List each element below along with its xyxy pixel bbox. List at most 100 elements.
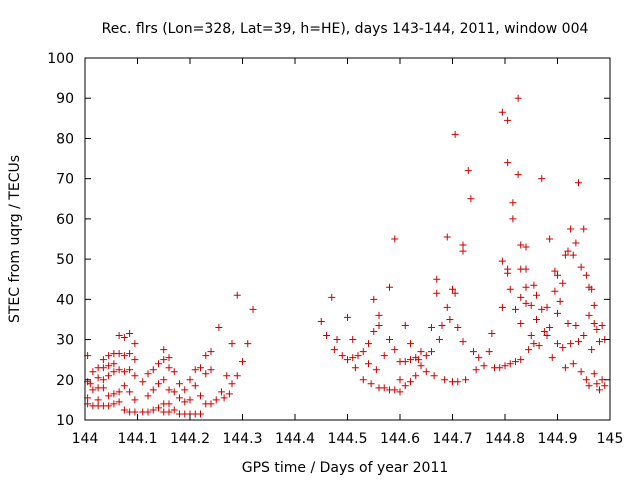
data-point — [538, 175, 546, 183]
data-point — [582, 271, 590, 279]
data-point — [170, 368, 178, 376]
data-point — [527, 332, 535, 340]
data-point — [517, 356, 525, 364]
data-point — [596, 338, 603, 346]
data-point — [543, 303, 551, 311]
data-point — [249, 305, 257, 313]
y-tick-label: 30 — [56, 333, 74, 349]
data-point — [506, 285, 514, 293]
data-point — [359, 376, 367, 384]
data-point — [564, 247, 572, 255]
data-point — [459, 247, 467, 255]
data-point — [412, 372, 420, 380]
data-point — [506, 360, 514, 368]
data-point — [110, 400, 118, 408]
data-point — [351, 364, 359, 372]
data-point — [212, 396, 220, 404]
data-point — [386, 336, 393, 344]
data-point — [120, 406, 128, 414]
x-tick-label: 144 — [72, 431, 99, 447]
data-point — [165, 364, 173, 372]
data-point — [181, 386, 189, 394]
data-point — [522, 299, 530, 307]
data-point — [391, 346, 399, 354]
y-tick-label: 50 — [56, 252, 74, 268]
data-point — [433, 289, 441, 297]
data-point — [176, 380, 183, 388]
data-point — [543, 332, 551, 340]
data-point — [435, 336, 443, 344]
x-tick-label: 145 — [597, 431, 624, 447]
data-point — [396, 388, 404, 396]
data-point — [575, 179, 582, 187]
x-tick-label: 144.5 — [327, 431, 367, 447]
data-point — [540, 328, 548, 336]
x-axis-label: GPS time / Days of year 2011 — [242, 460, 449, 476]
data-point — [430, 372, 438, 380]
y-tick-label: 40 — [56, 292, 74, 308]
data-point — [149, 366, 157, 374]
data-point — [561, 364, 569, 372]
data-point — [176, 394, 183, 402]
data-point — [370, 328, 378, 336]
x-tick-label: 144.3 — [222, 431, 262, 447]
y-tick-label: 10 — [56, 413, 74, 429]
data-point — [546, 323, 554, 331]
data-point — [569, 360, 577, 368]
data-point — [422, 368, 430, 376]
data-point — [110, 368, 118, 376]
data-point — [391, 235, 399, 243]
data-point — [522, 243, 530, 251]
data-point — [475, 354, 483, 362]
plot-area — [84, 94, 609, 418]
data-point — [538, 305, 546, 313]
data-point — [459, 241, 467, 249]
x-tick-label: 144.1 — [117, 431, 157, 447]
data-point — [546, 235, 554, 243]
data-point — [533, 315, 540, 323]
data-point — [126, 366, 134, 374]
data-point — [567, 225, 575, 233]
data-point — [197, 364, 204, 372]
data-point — [160, 346, 168, 354]
data-point — [149, 406, 157, 414]
data-point — [386, 283, 393, 291]
data-point — [401, 358, 409, 366]
data-point — [359, 348, 367, 356]
data-point — [496, 364, 504, 372]
data-point — [598, 321, 606, 329]
data-point — [509, 215, 517, 223]
data-point — [572, 239, 580, 247]
data-point — [441, 376, 449, 384]
data-point — [228, 340, 236, 348]
data-point — [131, 356, 139, 364]
data-point — [446, 315, 454, 323]
x-tick-label: 144.8 — [485, 431, 525, 447]
data-point — [115, 366, 123, 374]
data-point — [233, 291, 241, 299]
data-point — [330, 346, 338, 354]
data-point — [370, 295, 378, 303]
data-point — [428, 323, 435, 331]
data-point — [354, 352, 362, 360]
data-point — [443, 233, 451, 241]
data-point — [569, 251, 577, 259]
data-point — [517, 319, 525, 327]
data-point — [328, 293, 336, 301]
x-tick-label: 144.2 — [170, 431, 210, 447]
x-tick-label: 144.9 — [537, 431, 577, 447]
data-point — [105, 392, 113, 400]
y-tick-label: 60 — [56, 212, 74, 228]
data-point — [105, 352, 113, 360]
data-point — [480, 362, 488, 370]
data-point — [105, 402, 113, 410]
data-point — [504, 269, 512, 277]
data-point — [202, 370, 210, 378]
data-point — [380, 384, 388, 392]
data-point — [186, 396, 194, 404]
y-axis: 10 20 30 40 50 60 70 80 90 100 — [47, 51, 610, 429]
data-point — [554, 340, 561, 348]
data-point — [391, 386, 399, 394]
data-point — [517, 293, 525, 301]
data-point — [525, 346, 533, 354]
